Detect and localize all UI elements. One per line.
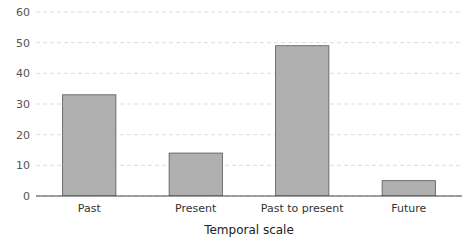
grid-line — [36, 42, 462, 43]
y-tick-label: 60 — [16, 6, 30, 19]
y-tick-label: 50 — [16, 37, 30, 50]
bar — [382, 181, 435, 196]
y-tick-label: 40 — [16, 67, 30, 80]
grid-line — [36, 73, 462, 74]
grid-line — [36, 196, 462, 197]
x-tick-label: Present — [175, 202, 217, 215]
chart: 0 10 20 30 40 50 60 Past Present Past to present F… — [0, 0, 474, 242]
x-tick-label: Past to present — [261, 202, 344, 215]
y-tick-label: 0 — [23, 190, 30, 203]
y-tick-label: 30 — [16, 98, 30, 111]
chart-container: 0 10 20 30 40 50 60 Past Present Past to present F… — [0, 0, 474, 242]
bar — [276, 46, 329, 196]
grid-line — [36, 12, 462, 13]
x-tick-label: Past — [78, 202, 102, 215]
bar — [63, 95, 116, 196]
x-axis-line — [36, 196, 462, 197]
y-tick-label: 10 — [16, 159, 30, 172]
bar — [169, 153, 222, 196]
bars — [63, 46, 436, 196]
y-tick-label: 20 — [16, 129, 30, 142]
x-tick-label: Future — [391, 202, 426, 215]
grid — [36, 12, 462, 196]
x-axis-label: Temporal scale — [203, 223, 294, 237]
